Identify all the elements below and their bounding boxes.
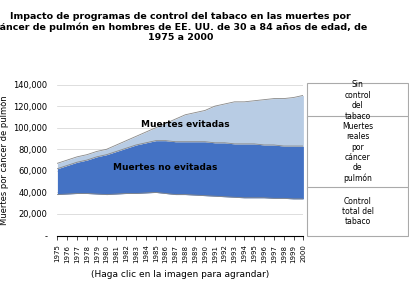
Text: Control
total del
tabaco: Control total del tabaco [341,197,373,226]
X-axis label: (Haga clic en la imagen para agrandar): (Haga clic en la imagen para agrandar) [91,269,269,278]
Text: Muertes evitadas: Muertes evitadas [141,120,229,129]
Y-axis label: Muertes por cáncer de pulmón: Muertes por cáncer de pulmón [0,95,9,225]
Text: Sin
control
del
tabaco: Sin control del tabaco [344,80,370,120]
Text: Impacto de programas de control del tabaco en las muertes por
cáncer de pulmón e: Impacto de programas de control del taba… [0,12,366,43]
Text: Muertes
reales
por
cáncer
de
pulmón: Muertes reales por cáncer de pulmón [342,122,372,183]
Text: Muertes no evitadas: Muertes no evitadas [113,163,217,172]
